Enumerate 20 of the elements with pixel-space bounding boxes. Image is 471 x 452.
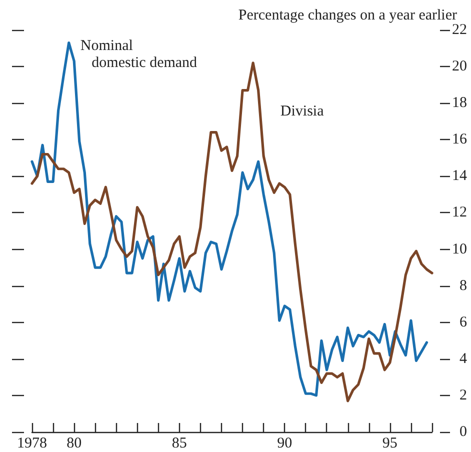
x-tick-label: 1978 [17, 436, 47, 452]
series-label: Divisia [280, 104, 324, 120]
x-tick-label: 95 [382, 436, 398, 452]
x-tick-label: 80 [66, 436, 82, 452]
y-tick-label: 2 [460, 387, 467, 404]
y-tick-label: 18 [452, 95, 467, 112]
y-tick-label: 8 [460, 278, 467, 294]
y-tick-label: 20 [452, 58, 467, 75]
y-tick-label: 10 [452, 241, 467, 258]
series-label: Nominal domestic demand [80, 38, 198, 71]
x-tick-label: 85 [172, 436, 187, 452]
y-tick-label: 4 [460, 350, 468, 367]
y-tick-label: 6 [460, 314, 468, 330]
y-tick-label: 12 [452, 204, 467, 221]
y-tick-label: 22 [452, 22, 467, 38]
x-tick-label: 90 [277, 436, 292, 452]
y-tick-label: 0 [460, 424, 467, 440]
y-tick-label: 16 [452, 132, 468, 148]
y-axis-title: Percentage changes on a year earlier [238, 8, 458, 24]
y-tick-label: 14 [452, 168, 468, 184]
